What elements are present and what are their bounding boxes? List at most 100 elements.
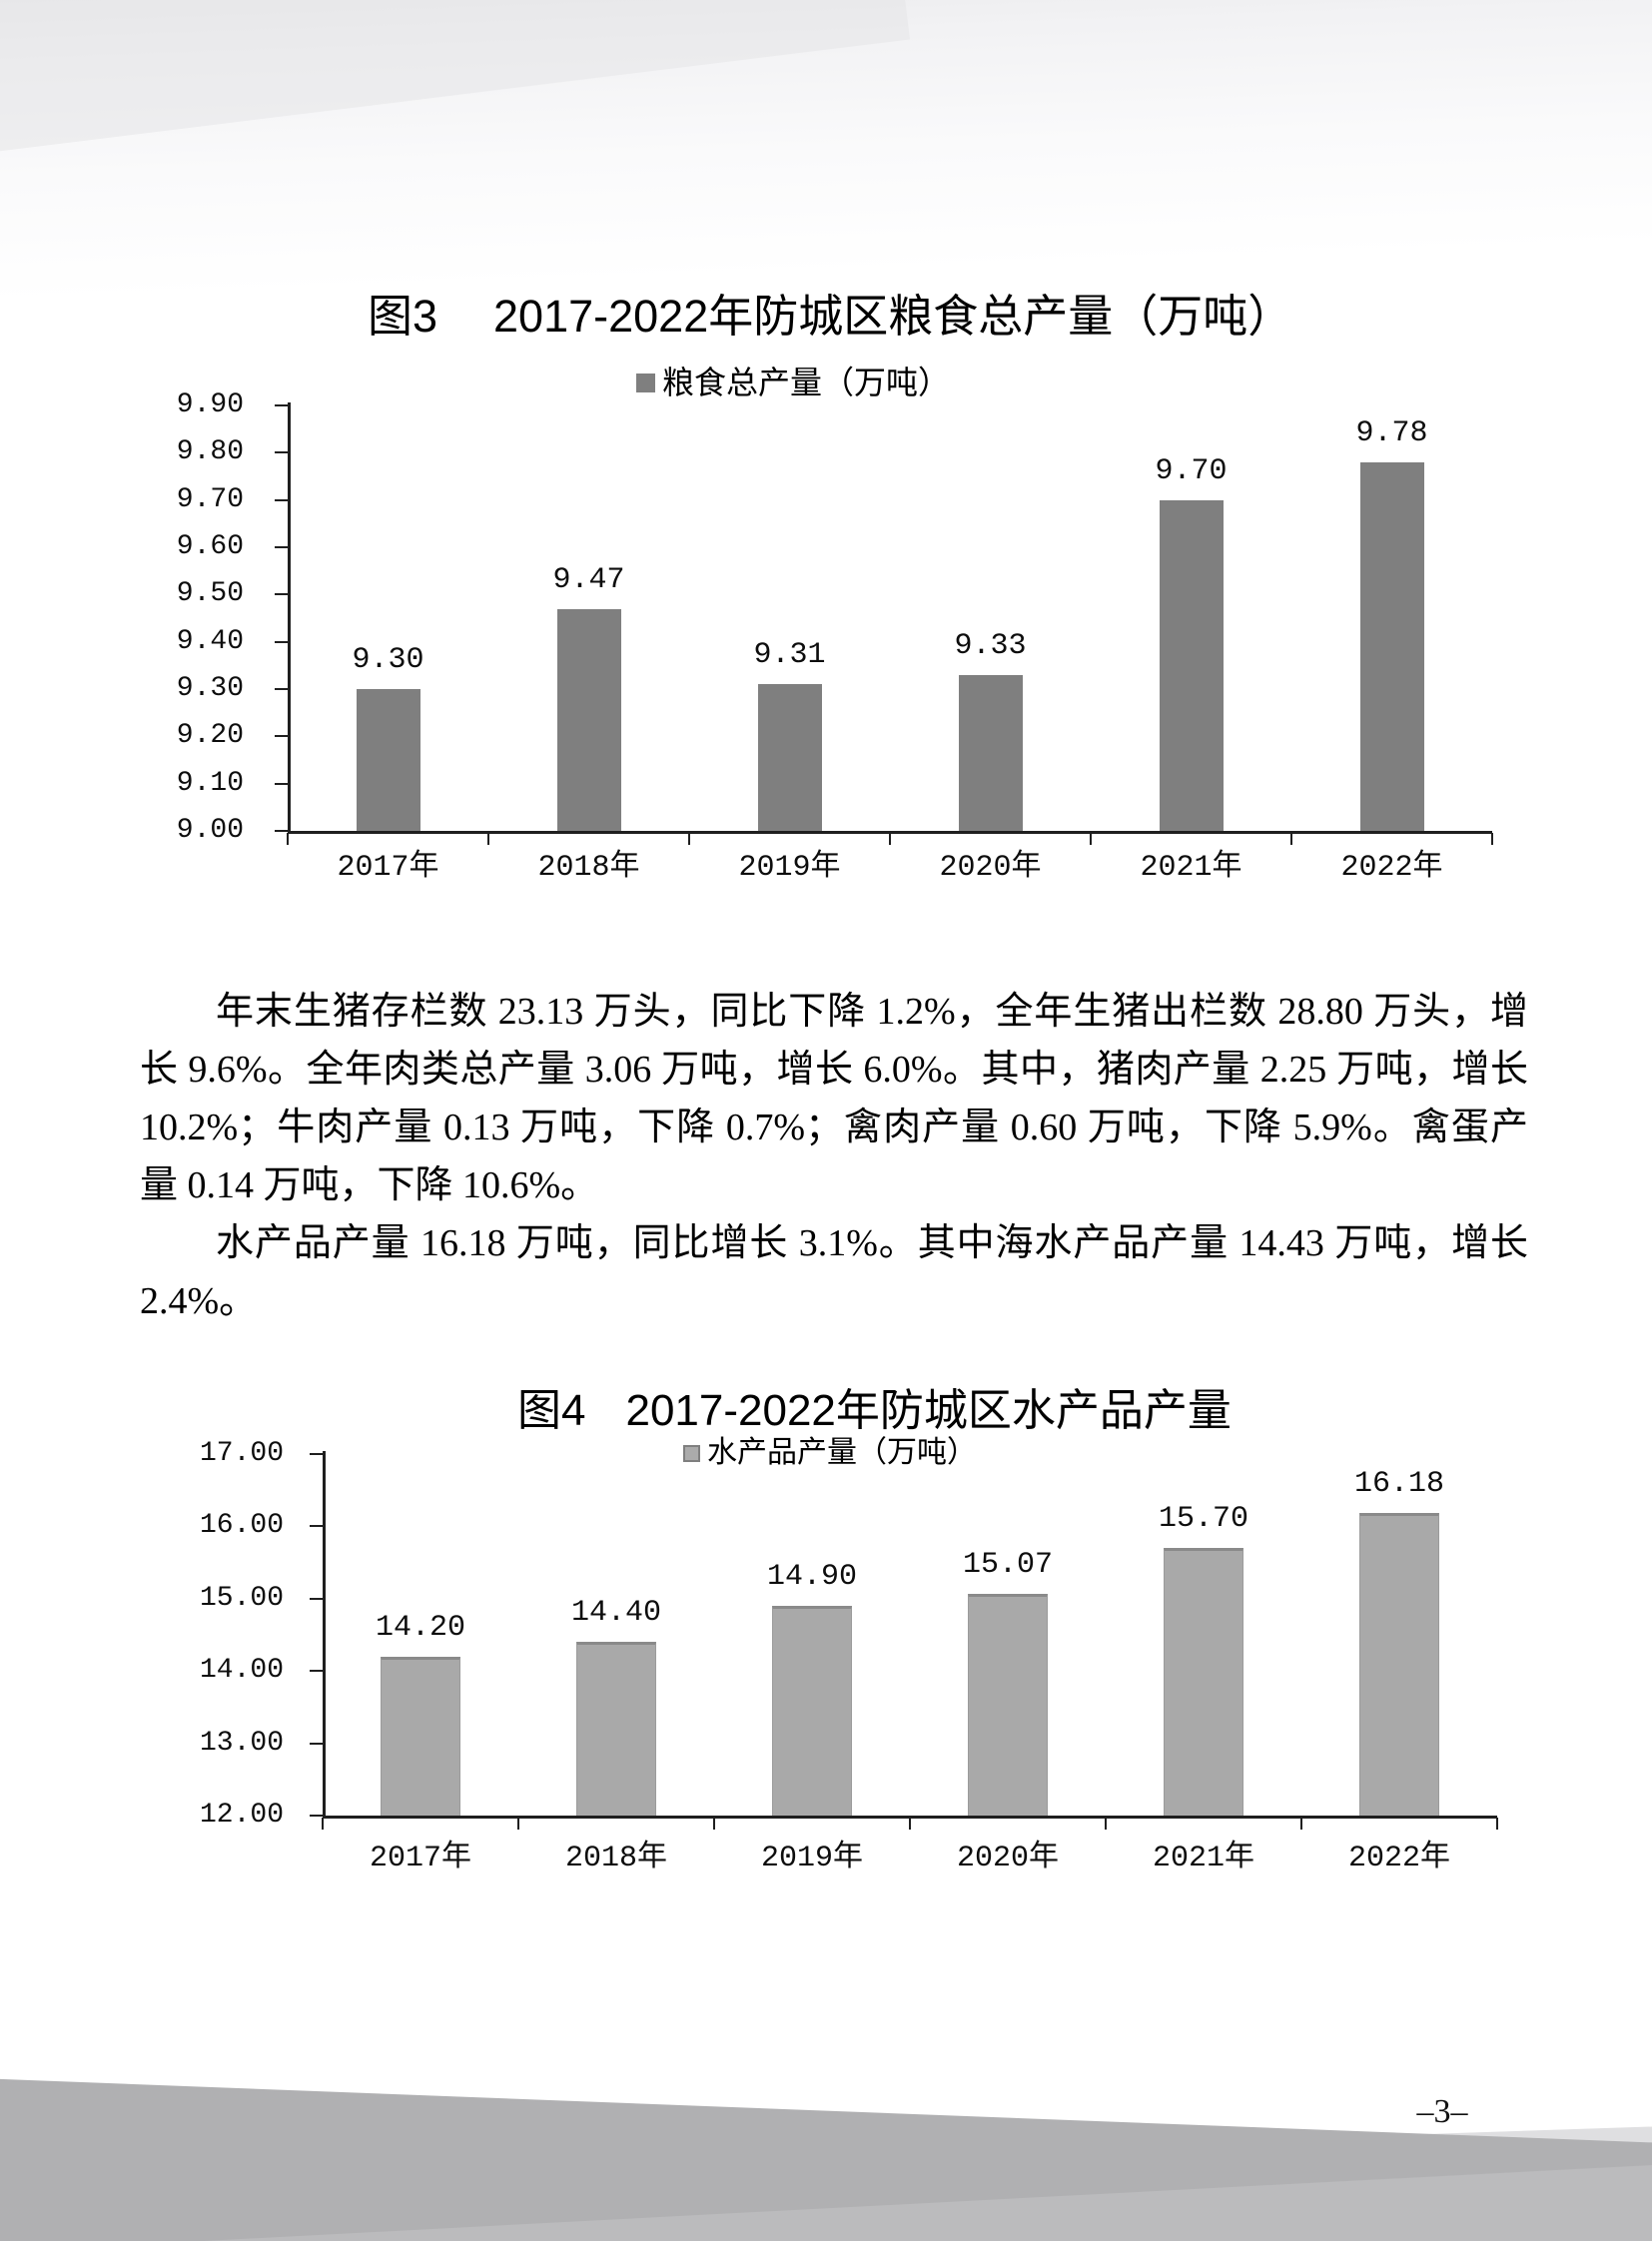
bar-value-label: 14.40	[570, 1596, 661, 1631]
y-axis-tick-label: 13.00	[199, 1727, 284, 1759]
bar	[1164, 1548, 1243, 1816]
body-paragraphs: 年末生猪存栏数 23.13 万头，同比下降 1.2%，全年生猪出栏数 28.80…	[140, 983, 1528, 1330]
bar	[772, 1606, 852, 1816]
y-axis-tick-label: 9.00	[176, 815, 244, 846]
x-axis-category-label: 2022年	[1340, 851, 1443, 885]
y-axis-tick-label: 9.90	[176, 389, 244, 420]
x-axis-tick-mark	[287, 833, 289, 845]
bar-value-label: 14.20	[375, 1610, 465, 1645]
x-axis-tick-mark	[1491, 833, 1493, 845]
bar	[556, 608, 621, 831]
y-axis-tick-label: 9.50	[176, 578, 244, 610]
x-axis-category-label: 2022年	[1347, 1842, 1450, 1875]
y-axis-tick-label: 15.00	[199, 1582, 284, 1614]
x-axis-category-label: 2017年	[369, 1842, 471, 1875]
y-axis-tick-mark	[310, 1815, 323, 1817]
y-axis-tick-label: 9.80	[176, 436, 244, 468]
x-axis-tick-mark	[322, 1818, 324, 1830]
bar-value-label: 9.30	[352, 643, 424, 677]
y-axis-tick-mark	[310, 1670, 323, 1673]
legend-swatch-icon	[683, 1444, 700, 1462]
x-axis-category-label: 2019年	[738, 851, 841, 885]
x-axis-category-label: 2021年	[1140, 851, 1242, 885]
y-axis-tick-label: 9.30	[176, 673, 244, 704]
y-axis-tick-label: 12.00	[199, 1800, 284, 1831]
bar-value-label: 9.31	[753, 638, 826, 673]
y-axis-tick-mark	[310, 1742, 323, 1745]
y-axis-tick-mark	[310, 1597, 323, 1600]
bar-value-label: 14.90	[766, 1560, 857, 1595]
bar-value-label: 15.70	[1158, 1502, 1248, 1537]
x-axis-tick-mark	[688, 833, 690, 845]
x-axis-tick-mark	[1300, 1818, 1302, 1830]
chart4-legend-label: 水产品产量（万吨）	[707, 1436, 977, 1469]
x-axis-tick-mark	[487, 833, 489, 845]
x-axis-tick-mark	[713, 1818, 715, 1830]
bar	[958, 674, 1023, 831]
paragraph-livestock: 年末生猪存栏数 23.13 万头，同比下降 1.2%，全年生猪出栏数 28.80…	[140, 991, 1528, 1206]
chart4-title-prefix: 图4	[517, 1386, 586, 1435]
y-axis-tick-mark	[275, 404, 288, 406]
x-axis-category-label: 2018年	[564, 1842, 667, 1875]
x-axis-tick-mark	[909, 1818, 911, 1830]
y-axis-tick-label: 9.20	[176, 720, 244, 752]
bar-value-label: 15.07	[962, 1547, 1053, 1582]
y-axis-tick-mark	[275, 546, 288, 548]
x-axis-tick-mark	[1090, 833, 1092, 845]
y-axis-tick-mark	[275, 782, 288, 785]
x-axis-line	[323, 1816, 1497, 1819]
bar	[576, 1642, 656, 1816]
y-axis-tick-label: 9.40	[176, 625, 244, 657]
x-axis-line	[288, 831, 1492, 834]
chart4-legend: 水产品产量（万吨）	[683, 1435, 977, 1471]
bar-value-label: 9.70	[1155, 453, 1228, 488]
bar	[1159, 499, 1224, 831]
chart3-legend-label: 粮食总产量（万吨）	[662, 365, 951, 400]
y-axis-tick-mark	[275, 688, 288, 690]
x-axis-tick-mark	[517, 1818, 519, 1830]
bar	[1359, 461, 1424, 831]
y-axis-tick-mark	[275, 640, 288, 643]
bar	[1359, 1513, 1439, 1816]
x-axis-category-label: 2020年	[939, 851, 1042, 885]
x-axis-category-label: 2019年	[760, 1842, 863, 1875]
chart3-legend: 粮食总产量（万吨）	[636, 364, 950, 401]
y-axis-tick-label: 9.10	[176, 767, 244, 799]
paragraph-aquatic: 水产品产量 16.18 万吨，同比增长 3.1%。其中海水产品产量 14.43 …	[140, 1222, 1528, 1322]
y-axis-tick-mark	[275, 735, 288, 738]
bar-value-label: 9.78	[1355, 415, 1428, 450]
bar-value-label: 9.33	[954, 628, 1027, 663]
x-axis-tick-mark	[1105, 1818, 1107, 1830]
legend-swatch-icon	[636, 373, 655, 392]
bar-value-label: 9.47	[552, 562, 625, 597]
y-axis-tick-mark	[310, 1453, 323, 1455]
x-axis-category-label: 2021年	[1152, 1842, 1254, 1875]
bar	[356, 689, 420, 831]
y-axis-tick-label: 9.70	[176, 483, 244, 515]
bar-value-label: 16.18	[1353, 1467, 1444, 1502]
y-axis-tick-label: 14.00	[199, 1655, 284, 1687]
chart4-title: 图4 2017-2022年防城区水产品产量	[517, 1384, 1232, 1438]
y-axis-line	[323, 1451, 326, 1819]
y-axis-tick-mark	[275, 830, 288, 832]
x-axis-category-label: 2017年	[337, 851, 439, 885]
y-axis-tick-mark	[275, 498, 288, 501]
y-axis-tick-label: 17.00	[199, 1438, 284, 1469]
y-axis-line	[288, 402, 291, 834]
y-axis-tick-label: 9.60	[176, 531, 244, 562]
x-axis-category-label: 2018年	[537, 851, 640, 885]
page-number: –3–	[1416, 2093, 1468, 2130]
bar	[381, 1656, 460, 1816]
x-axis-tick-mark	[889, 833, 891, 845]
bar	[757, 684, 822, 831]
x-axis-tick-mark	[1496, 1818, 1498, 1830]
bar	[968, 1593, 1048, 1816]
y-axis-tick-label: 16.00	[199, 1510, 284, 1542]
y-axis-tick-mark	[310, 1525, 323, 1528]
y-axis-tick-mark	[275, 593, 288, 596]
x-axis-category-label: 2020年	[956, 1842, 1059, 1875]
chart4-title-text: 2017-2022年防城区水产品产量	[625, 1386, 1232, 1435]
